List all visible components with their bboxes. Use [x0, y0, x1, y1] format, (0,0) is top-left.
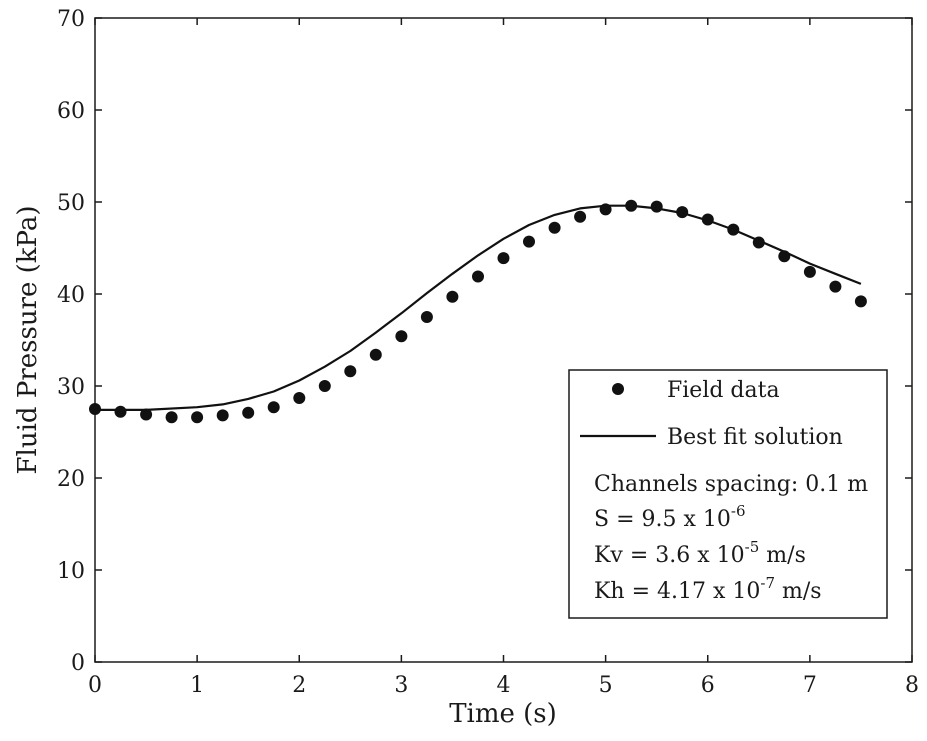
legend-note-channel-spacing: Channels spacing: 0.1 m — [594, 472, 868, 497]
x-tick-label: 4 — [497, 673, 511, 698]
y-tick-label: 0 — [71, 651, 85, 676]
y-tick-label: 70 — [57, 7, 85, 32]
field-data-point — [242, 406, 255, 419]
field-data-point — [752, 236, 765, 249]
field-data-point — [854, 295, 867, 308]
legend-note-kh: Kh = 4.17 x 10-7 m/s — [594, 574, 822, 604]
field-data-point — [523, 235, 535, 248]
field-data-point — [140, 408, 153, 421]
field-data-point — [548, 221, 561, 234]
x-tick-label: 3 — [394, 673, 408, 698]
x-tick-label: 7 — [803, 673, 817, 698]
field-data-point — [267, 401, 280, 414]
field-data-point — [497, 252, 510, 265]
field-data-point — [701, 213, 714, 226]
y-tick-label: 40 — [57, 283, 85, 308]
legend-note-storage: S = 9.5 x 10-6 — [594, 502, 746, 532]
field-data-point — [318, 380, 331, 392]
legend: Field data Best fit solution Channels sp… — [568, 369, 888, 619]
field-data-point — [89, 403, 101, 415]
best-fit-line — [95, 204, 862, 411]
legend-marker-field-data — [612, 383, 624, 395]
series-layer — [89, 199, 867, 424]
field-data-point — [216, 409, 229, 422]
field-data-point — [446, 290, 459, 303]
x-tick-label: 5 — [599, 673, 613, 698]
y-tick-label: 50 — [57, 191, 85, 216]
y-tick-label: 10 — [57, 559, 85, 584]
field-data-point — [803, 265, 816, 278]
field-data-point — [191, 411, 204, 424]
x-axis-title: Time (s) — [449, 699, 557, 729]
y-tick-label: 20 — [57, 467, 85, 492]
field-data-point — [395, 330, 408, 343]
field-data-point — [293, 392, 306, 404]
field-data-point — [420, 311, 433, 323]
legend-label-best-fit: Best fit solution — [667, 425, 843, 450]
legend-note-kv: Kv = 3.6 x 10-5 m/s — [594, 538, 806, 568]
y-tick-label: 60 — [57, 99, 85, 124]
legend-box — [568, 369, 888, 619]
field-data-point — [727, 223, 740, 236]
x-tick-label: 8 — [905, 673, 919, 698]
x-tick-label: 0 — [88, 673, 102, 698]
field-data-point — [114, 405, 127, 418]
field-data-point — [829, 280, 842, 293]
x-tick-label: 2 — [292, 673, 306, 698]
field-data-point — [165, 411, 178, 424]
field-data-point — [472, 270, 484, 283]
field-data-point — [650, 200, 663, 213]
field-data-point — [369, 348, 382, 361]
x-tick-label: 1 — [190, 673, 204, 698]
y-tick-label: 30 — [57, 375, 85, 400]
field-data-point — [599, 203, 612, 216]
field-data-point — [344, 365, 357, 378]
field-data-point — [574, 210, 587, 223]
y-axis-ticks: 0 10 20 30 40 50 60 70 — [57, 7, 912, 676]
field-data-point — [625, 199, 638, 212]
field-data-point — [676, 206, 689, 219]
legend-label-field-data: Field data — [667, 378, 780, 403]
field-data-point — [778, 250, 791, 263]
x-tick-label: 6 — [701, 673, 715, 698]
x-axis-ticks: 0 1 2 3 4 5 6 7 8 — [88, 18, 919, 698]
y-axis-title: Fluid Pressure (kPa) — [13, 205, 43, 474]
